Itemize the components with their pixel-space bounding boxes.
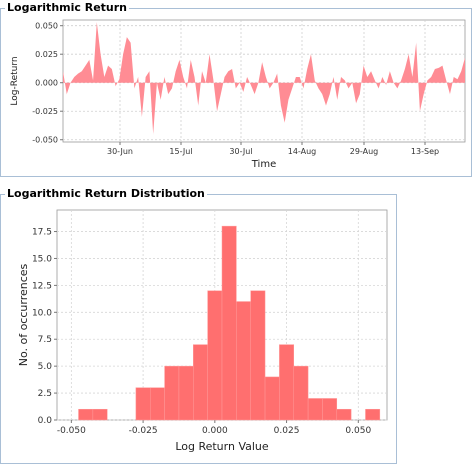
histogram-bar xyxy=(322,398,338,421)
histogram-bar xyxy=(164,365,180,421)
y-tick-label: 15.0 xyxy=(32,254,52,264)
log-return-chart: 0.050 0.025 0.000 -0.025 -0.050 30-Jun 15-Jul 3… xyxy=(10,19,466,170)
histogram-bar xyxy=(150,387,165,421)
y-tick-label: 12.5 xyxy=(32,281,52,291)
histogram-bar xyxy=(264,376,280,421)
y-tick-label: 17.5 xyxy=(32,228,52,238)
histogram-bar xyxy=(307,398,323,421)
histogram-bar xyxy=(279,344,294,421)
histogram-bar xyxy=(365,408,381,421)
return-distribution-chart: 0.0 2.5 5.0 7.5 10.0 12.5 15.0 17.5 -0.050 -0.025… xyxy=(17,209,388,453)
histogram-bar xyxy=(221,225,237,421)
y-tick-label: 0.0 xyxy=(38,416,53,426)
x-tick-label: -0.050 xyxy=(57,426,86,436)
return-distribution-panel-title: Logarithmic Return Distribution xyxy=(5,187,207,200)
histogram-bar xyxy=(236,301,251,421)
y-tick-label: -0.050 xyxy=(32,136,58,145)
histogram-bar xyxy=(78,408,94,421)
log-return-area xyxy=(63,22,465,135)
y-tick-label: -0.025 xyxy=(32,107,58,116)
histogram-bar xyxy=(193,344,208,421)
y-tick-label: 7.5 xyxy=(38,335,52,345)
histogram-bar xyxy=(92,408,108,421)
x-axis-label: Log Return Value xyxy=(175,440,269,453)
log-return-panel-title: Logarithmic Return xyxy=(5,1,130,14)
y-tick-label: 0.000 xyxy=(35,79,58,88)
y-tick-label: 5.0 xyxy=(38,362,53,372)
x-tick-label: -0.025 xyxy=(129,426,158,436)
x-tick-label: 30-Jun xyxy=(107,147,133,156)
x-tick-label: 13-Sep xyxy=(411,147,439,156)
log-return-panel xyxy=(0,8,472,177)
histogram-bar xyxy=(178,365,194,421)
x-tick-label: 0.000 xyxy=(202,426,228,436)
histogram-bar xyxy=(135,387,151,421)
histogram-bar xyxy=(336,408,352,421)
y-tick-label: 0.050 xyxy=(35,22,58,31)
y-axis-label: No. of occurrences xyxy=(17,263,30,366)
x-tick-label: 0.050 xyxy=(345,426,371,436)
x-tick-label: 0.025 xyxy=(274,426,300,436)
histogram-bar xyxy=(250,290,266,421)
x-tick-label: 30-Jul xyxy=(229,147,252,156)
histogram-bar xyxy=(207,290,223,421)
y-tick-label: 10.0 xyxy=(32,308,52,318)
y-tick-label: 0.025 xyxy=(35,50,58,59)
x-tick-label: 14-Aug xyxy=(288,147,317,156)
x-tick-label: 29-Aug xyxy=(350,147,379,156)
y-tick-label: 2.5 xyxy=(38,389,52,399)
histogram-bar xyxy=(293,365,309,421)
y-axis-label: Log-Return xyxy=(10,56,20,105)
x-tick-label: 15-Jul xyxy=(169,147,192,156)
x-axis-label: Time xyxy=(251,159,276,170)
